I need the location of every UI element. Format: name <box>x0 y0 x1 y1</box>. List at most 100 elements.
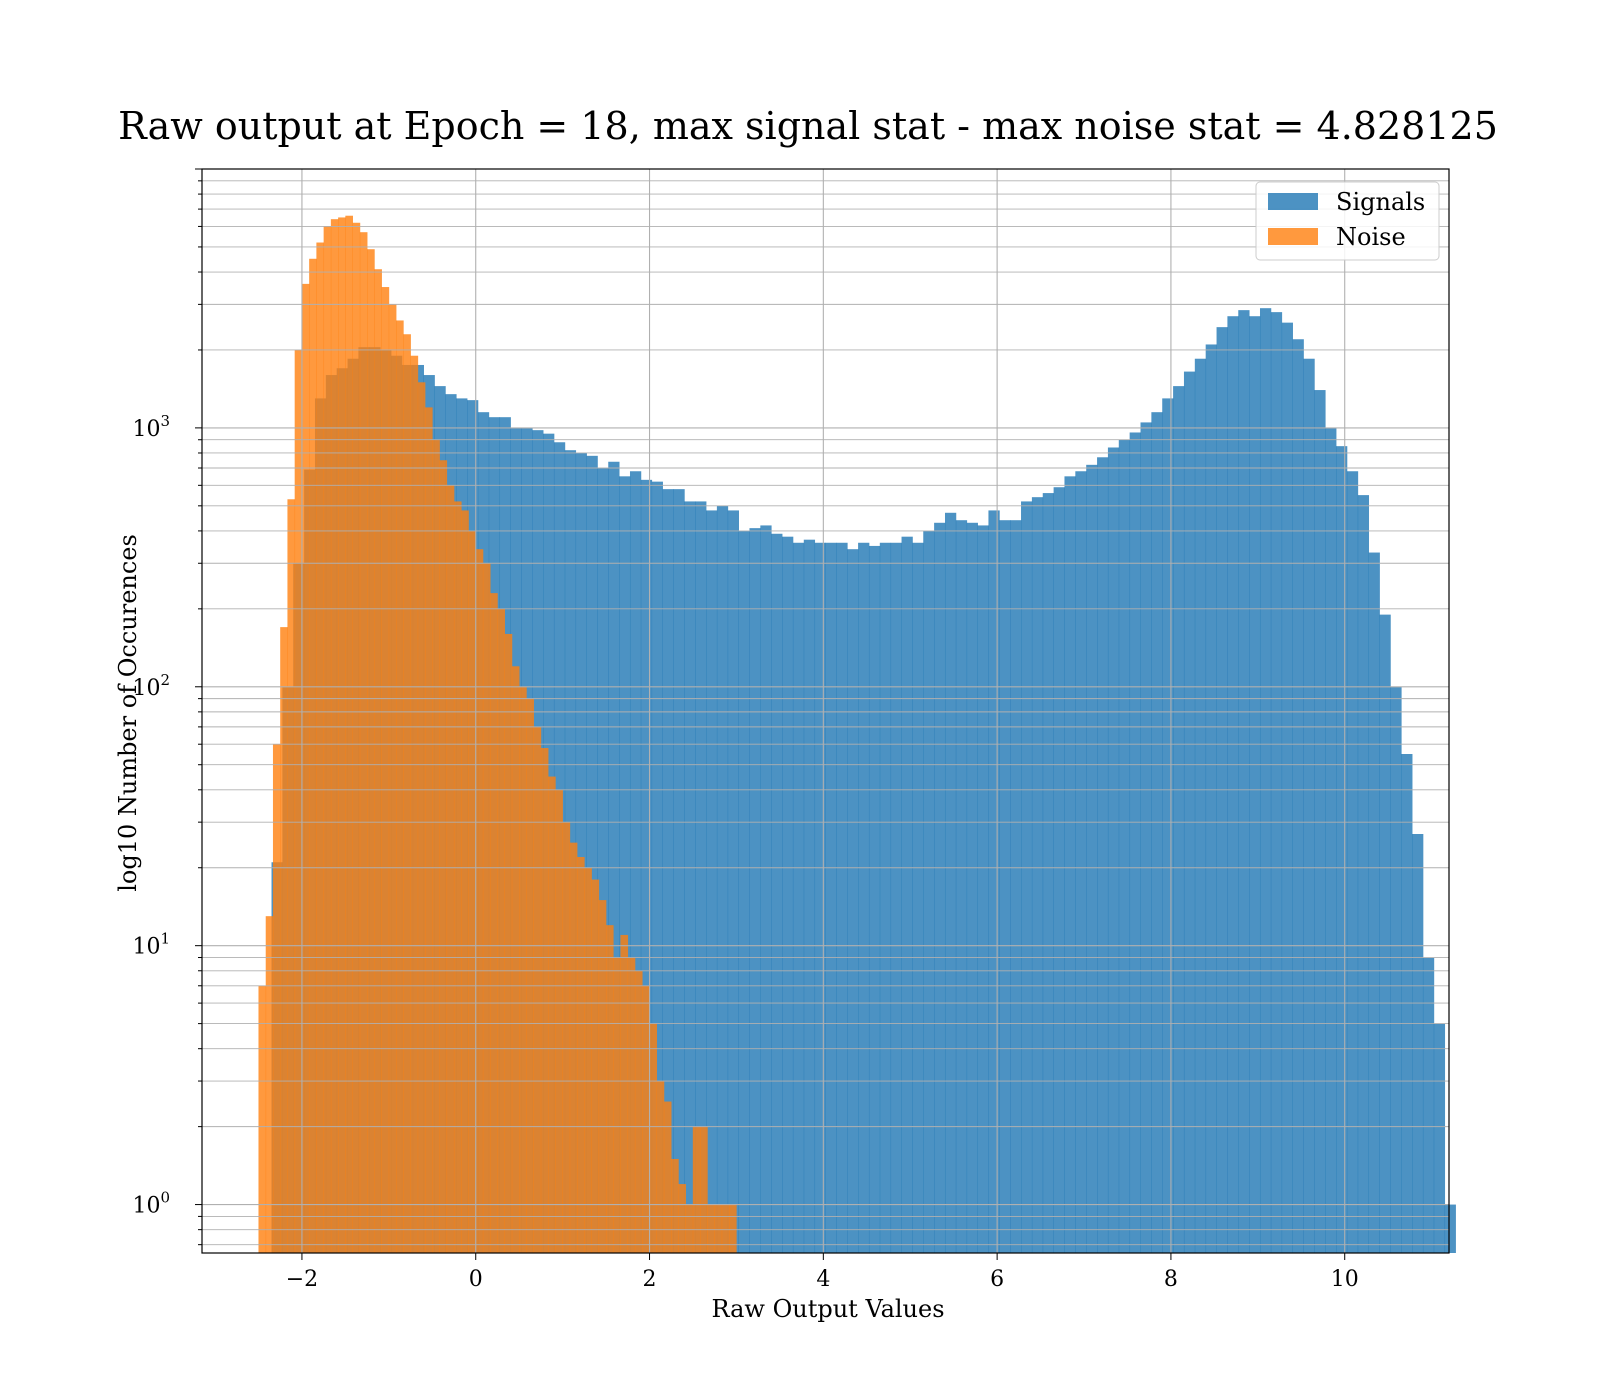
bar-signals <box>1205 344 1217 1254</box>
bar-signals <box>934 522 946 1253</box>
bar-signals <box>1064 476 1076 1254</box>
bar-signals <box>695 501 707 1253</box>
bar-signals <box>1183 371 1196 1254</box>
y-tick-label: 103 <box>132 412 170 442</box>
bar-noise <box>598 900 607 1253</box>
y-tick-label: 102 <box>132 671 170 701</box>
legend: Signals Noise <box>1255 181 1440 261</box>
x-tick-label: 4 <box>816 1267 830 1292</box>
bar-noise <box>497 608 505 1253</box>
bar-noise <box>323 226 332 1254</box>
bar-signals <box>1129 432 1141 1254</box>
bar-signals <box>1412 834 1424 1253</box>
bar-noise <box>367 249 375 1253</box>
bar-signals <box>673 489 685 1253</box>
bar-signals <box>1097 457 1109 1253</box>
bar-noise <box>663 1101 672 1253</box>
bar-signals <box>836 542 848 1253</box>
x-tick-label: 10 <box>1331 1267 1359 1292</box>
bar-signals <box>999 520 1011 1253</box>
bar-noise <box>605 925 614 1253</box>
x-tick-label: 0 <box>469 1267 483 1292</box>
bar-signals <box>1368 552 1380 1253</box>
bar-noise <box>627 957 636 1253</box>
legend-label-noise: Noise <box>1336 223 1406 251</box>
bar-noise <box>685 1204 694 1253</box>
bar-noise <box>714 1204 723 1253</box>
bar-noise <box>352 222 361 1253</box>
bar-noise <box>461 510 469 1253</box>
bar-signals <box>944 512 957 1253</box>
bar-noise <box>272 744 281 1253</box>
bar-noise <box>345 215 353 1254</box>
bar-noise <box>490 593 498 1253</box>
bar-signals <box>1292 339 1304 1253</box>
bar-signals <box>1010 520 1022 1253</box>
bar-noise <box>446 485 455 1254</box>
bar-noise <box>649 1023 658 1253</box>
bar-noise <box>439 460 448 1253</box>
bar-noise <box>330 219 339 1254</box>
bar-signals <box>1346 471 1359 1253</box>
bar-noise <box>453 501 462 1253</box>
legend-label-signals: Signals <box>1336 188 1425 216</box>
bar-noise <box>359 232 368 1253</box>
bar-signals <box>1162 398 1174 1253</box>
x-axis-label: Raw Output Values <box>711 1295 944 1323</box>
bar-noise <box>707 1204 715 1253</box>
x-tick-label: 2 <box>643 1267 657 1292</box>
bar-signals <box>1031 497 1044 1253</box>
x-axis-ticks: −2 0 2 4 6 8 10 <box>286 1253 1359 1292</box>
bar-signals <box>1357 495 1370 1253</box>
bar-noise <box>634 970 643 1253</box>
bar-signals <box>1086 464 1098 1254</box>
bar-noise <box>591 879 600 1253</box>
bar-signals <box>1433 1023 1446 1253</box>
bar-signals <box>814 542 826 1253</box>
bar-signals <box>586 455 598 1254</box>
bar-signals <box>1227 316 1239 1254</box>
bar-signals <box>1325 427 1337 1253</box>
y-axis-ticks: 100 101 102 103 <box>132 168 202 1246</box>
bar-signals <box>1249 316 1261 1254</box>
bar-noise <box>613 957 621 1253</box>
legend-swatch-signals <box>1268 193 1318 210</box>
bar-signals <box>629 471 642 1253</box>
bar-noise <box>381 287 390 1253</box>
bar-noise <box>309 258 317 1253</box>
bar-noise <box>519 686 527 1253</box>
bar-signals <box>1259 308 1272 1253</box>
bar-noise <box>504 633 513 1253</box>
bar-signals <box>1042 493 1055 1254</box>
bar-noise <box>540 748 549 1253</box>
bar-noise <box>671 1158 679 1253</box>
bar-signals <box>575 452 587 1254</box>
bar-signals <box>1107 447 1120 1253</box>
bar-signals <box>619 476 631 1254</box>
plot-frame <box>201 168 1450 1254</box>
series-noise <box>258 215 737 1254</box>
bar-noise <box>692 1126 701 1253</box>
bar-signals <box>1118 439 1131 1253</box>
bar-signals <box>749 528 761 1253</box>
bar-signals <box>1281 322 1293 1253</box>
bar-signals <box>1173 386 1185 1253</box>
bar-signals <box>977 525 989 1253</box>
bar-signals <box>988 510 1000 1253</box>
bar-signals <box>684 501 696 1253</box>
bar-signals <box>1151 412 1163 1253</box>
bar-signals <box>1303 358 1315 1254</box>
bar-signals <box>868 545 881 1253</box>
bar-noise <box>548 776 556 1253</box>
bar-signals <box>1314 390 1326 1253</box>
bar-noise <box>432 439 440 1253</box>
bar-noise <box>555 789 563 1253</box>
bar-signals <box>727 510 739 1253</box>
bar-signals <box>782 536 794 1253</box>
bar-noise <box>533 726 542 1253</box>
bar-noise <box>620 934 629 1253</box>
bar-noise <box>562 822 571 1253</box>
bar-signals <box>912 542 924 1253</box>
bar-signals <box>923 530 935 1253</box>
